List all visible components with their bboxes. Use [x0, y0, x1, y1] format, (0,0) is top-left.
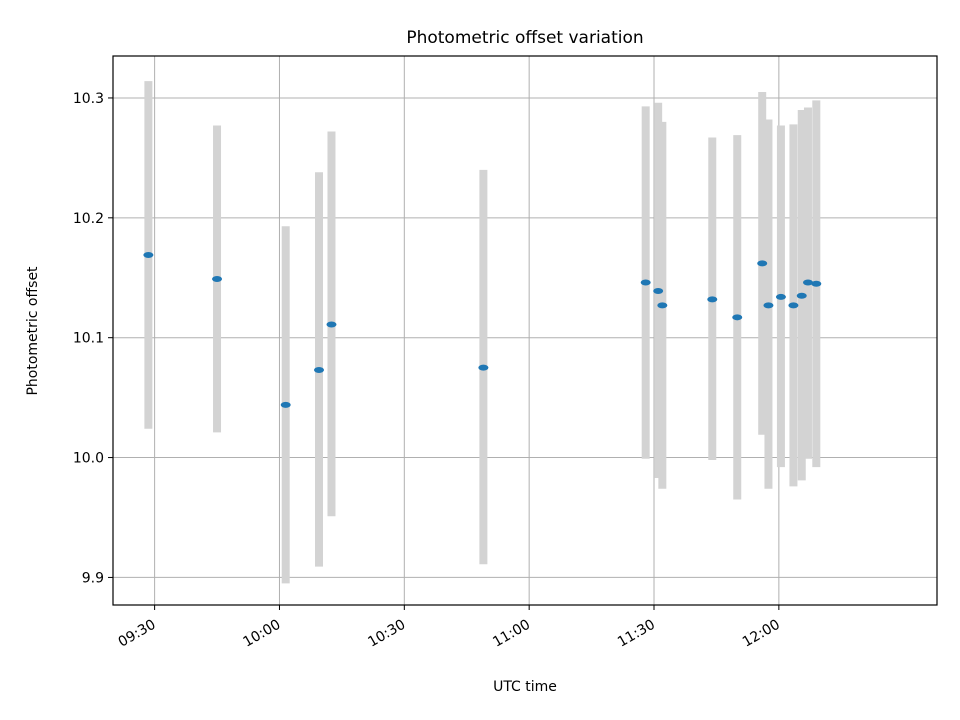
data-point	[280, 401, 291, 408]
y-tick-label: 10.2	[73, 211, 104, 227]
data-point	[143, 251, 154, 258]
y-tick-label: 10.3	[73, 91, 104, 107]
plot-frame	[112, 55, 938, 606]
data-point	[802, 279, 813, 286]
data-point	[796, 292, 807, 299]
y-tick-label: 10.0	[73, 451, 104, 467]
data-point	[775, 293, 786, 300]
data-point	[811, 280, 822, 287]
data-point	[653, 287, 664, 294]
data-point	[763, 302, 774, 309]
data-point	[657, 302, 668, 309]
y-tick-label: 9.9	[82, 570, 104, 586]
data-point	[212, 275, 223, 282]
data-point	[314, 367, 324, 374]
data-point	[326, 321, 337, 328]
data-point	[757, 260, 768, 267]
data-point	[707, 296, 718, 303]
data-point	[732, 314, 743, 321]
y-tick-label: 10.1	[73, 331, 104, 347]
y-axis-ticks: 9.9 10.0 10.1 10.2 10.3	[73, 91, 113, 586]
chart-title: Photometric offset variation	[406, 28, 643, 48]
x-axis-label: UTC time	[493, 679, 557, 695]
data-point	[788, 302, 799, 309]
data-points	[143, 251, 822, 408]
data-point	[640, 279, 651, 286]
y-axis-label: Photometric offset	[25, 266, 41, 396]
data-point	[478, 364, 489, 371]
